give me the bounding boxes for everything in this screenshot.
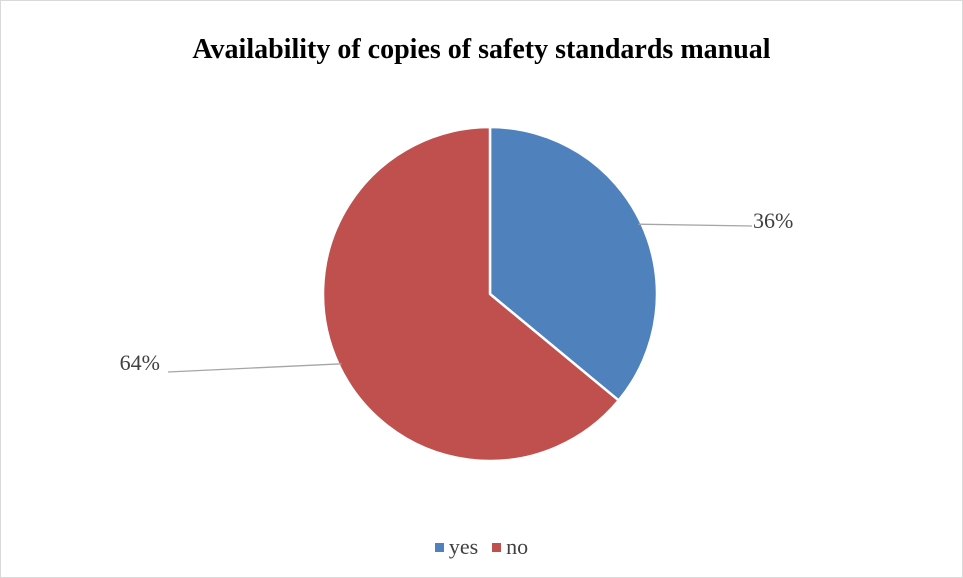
legend-swatch-yes: [434, 542, 444, 552]
legend-label-no: no: [506, 534, 529, 559]
pie-slice-no: [321, 125, 620, 463]
data-label-yes: 36%: [753, 208, 793, 233]
legend-item-yes: yes: [434, 534, 479, 560]
legend-swatch-no: [492, 542, 502, 552]
leader-line-yes: [638, 223, 753, 227]
legend-item-no: no: [492, 534, 528, 560]
pie-slice-yes: [488, 125, 659, 402]
chart-title: Availability of copies of safety standar…: [192, 34, 771, 65]
pie-slices: [321, 125, 659, 463]
leader-line-no: [167, 363, 342, 373]
data-labels: 36% 64%: [120, 208, 794, 375]
data-label-no: 64%: [120, 350, 160, 375]
legend-label-yes: yes: [448, 534, 479, 559]
legend: yes no: [0, 534, 963, 560]
leader-lines: [167, 223, 753, 373]
